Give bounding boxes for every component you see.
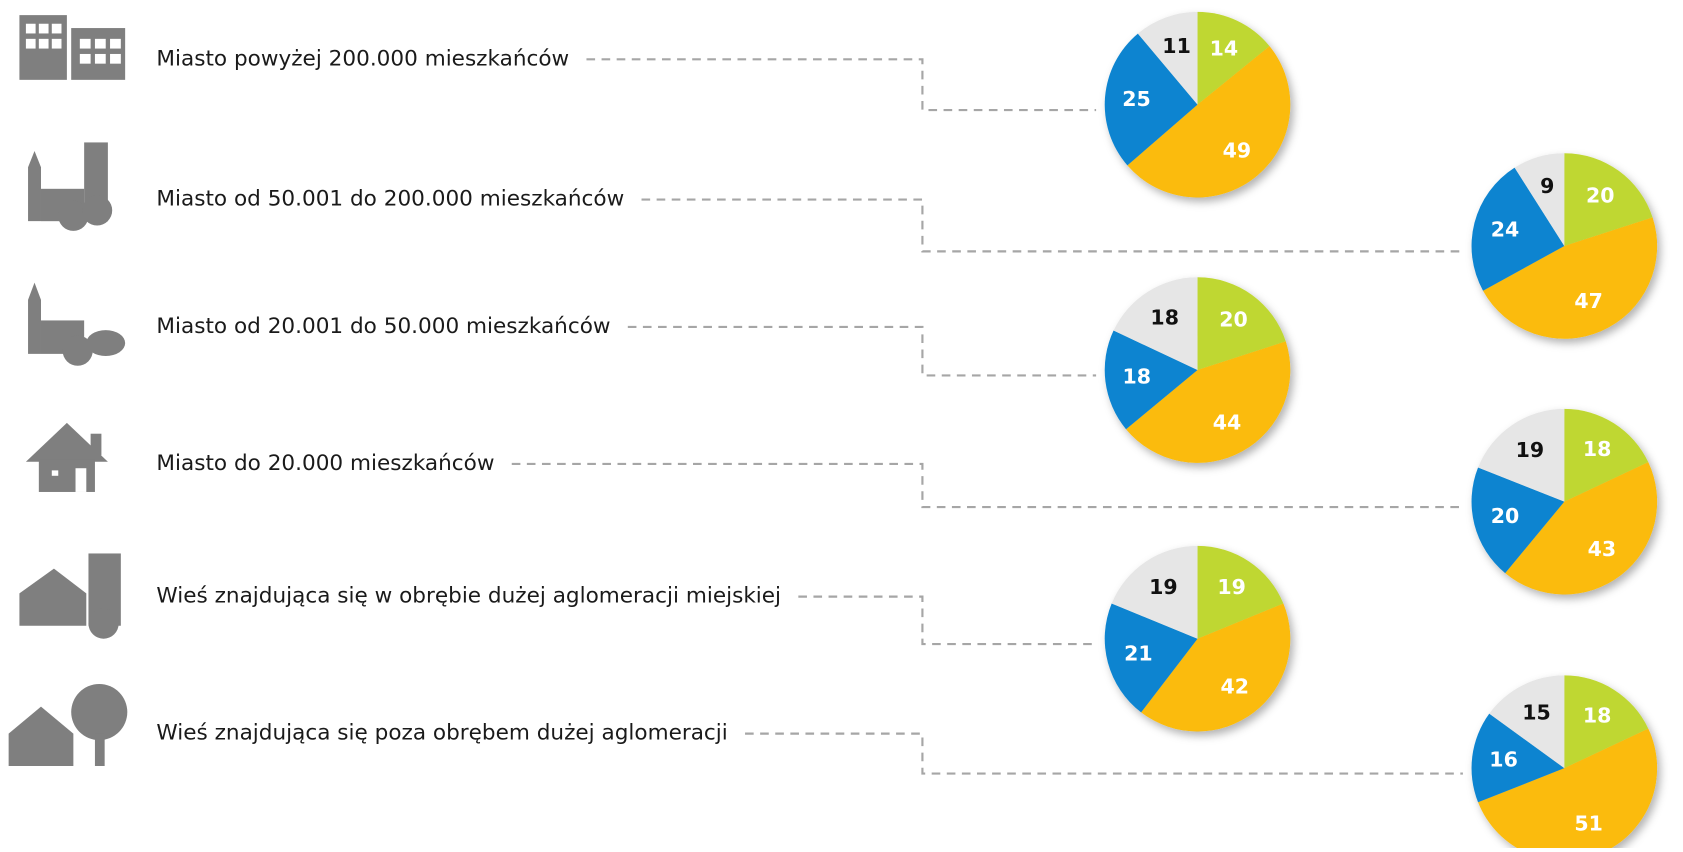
data-label: 15 bbox=[1522, 701, 1551, 725]
pie-slice bbox=[1104, 33, 1198, 166]
pie-slice bbox=[1104, 603, 1198, 713]
data-label: 14 bbox=[1210, 36, 1239, 60]
pie-slice bbox=[1127, 46, 1291, 198]
pie-slice bbox=[1141, 603, 1291, 732]
pie-slice bbox=[1113, 277, 1198, 371]
icon-big-city bbox=[19, 15, 126, 80]
pie bbox=[1471, 408, 1658, 595]
connector bbox=[511, 462, 1463, 509]
row-label: Miasto do 20.000 mieszkańców bbox=[156, 451, 494, 476]
data-label: 18 bbox=[1150, 305, 1179, 329]
pie bbox=[1471, 153, 1658, 339]
pie-slice bbox=[1483, 217, 1658, 339]
data-label: 19 bbox=[1516, 438, 1545, 462]
data-label: 18 bbox=[1123, 365, 1152, 389]
pie-slice bbox=[1197, 545, 1284, 639]
pie-slice bbox=[1471, 167, 1565, 291]
data-label: 19 bbox=[1217, 575, 1246, 599]
icons bbox=[8, 15, 128, 766]
data-label: 24 bbox=[1491, 218, 1520, 242]
pie-slice bbox=[1478, 728, 1658, 852]
icon-house bbox=[25, 422, 108, 492]
data-label: 43 bbox=[1588, 537, 1617, 561]
pie-slice bbox=[1471, 467, 1565, 574]
pie-slice bbox=[1197, 277, 1286, 371]
pie-slice bbox=[1478, 408, 1565, 502]
data-label: 51 bbox=[1574, 811, 1603, 835]
pie bbox=[1104, 11, 1291, 198]
pie-slice bbox=[1471, 713, 1565, 803]
connector bbox=[627, 325, 1097, 377]
data-label: 47 bbox=[1574, 289, 1603, 313]
pie-slice bbox=[1489, 675, 1565, 769]
row-label: Miasto od 50.001 do 200.000 mieszkańców bbox=[156, 187, 624, 212]
pie-slice bbox=[1505, 462, 1658, 595]
connector bbox=[798, 595, 1097, 646]
pie-slice bbox=[1564, 153, 1653, 246]
data-label: 18 bbox=[1583, 703, 1612, 727]
pie-slice bbox=[1104, 330, 1198, 430]
pie-slice bbox=[1137, 11, 1198, 105]
pie bbox=[1104, 277, 1291, 463]
connector bbox=[586, 58, 1097, 112]
row-label: Wieś znajdująca się poza obrębem dużej a… bbox=[156, 721, 727, 746]
pie-slice bbox=[1514, 153, 1565, 246]
icon-city bbox=[28, 142, 113, 231]
data-label: 49 bbox=[1223, 139, 1252, 163]
pie-slice bbox=[1126, 341, 1291, 463]
connector bbox=[641, 198, 1463, 253]
data-label: 42 bbox=[1220, 674, 1249, 698]
icon-suburb bbox=[19, 553, 121, 639]
data-label: 20 bbox=[1586, 183, 1615, 207]
data-label: 9 bbox=[1540, 174, 1554, 198]
row-label: Miasto od 20.001 do 50.000 mieszkańców bbox=[156, 314, 610, 339]
pie bbox=[1104, 545, 1291, 732]
data-label: 25 bbox=[1122, 87, 1151, 111]
data-label: 20 bbox=[1219, 308, 1248, 332]
data-label: 16 bbox=[1489, 747, 1518, 771]
data-label: 21 bbox=[1124, 642, 1153, 666]
connector bbox=[745, 732, 1463, 775]
icon-village bbox=[8, 684, 128, 766]
pie-slice bbox=[1564, 675, 1649, 769]
pie bbox=[1471, 675, 1658, 852]
pie-slice bbox=[1111, 545, 1198, 639]
data-label: 11 bbox=[1162, 34, 1191, 58]
data-label: 18 bbox=[1583, 437, 1612, 461]
data-label: 44 bbox=[1213, 411, 1242, 435]
row-label: Wieś znajdująca się w obrębie dużej aglo… bbox=[156, 584, 781, 609]
pie-slice bbox=[1197, 11, 1270, 105]
icon-town bbox=[28, 282, 126, 366]
data-label: 19 bbox=[1149, 575, 1178, 599]
data-label: 20 bbox=[1491, 504, 1520, 528]
pie-slice bbox=[1564, 408, 1649, 502]
row-label: Miasto powyżej 200.000 mieszkańców bbox=[156, 46, 569, 71]
